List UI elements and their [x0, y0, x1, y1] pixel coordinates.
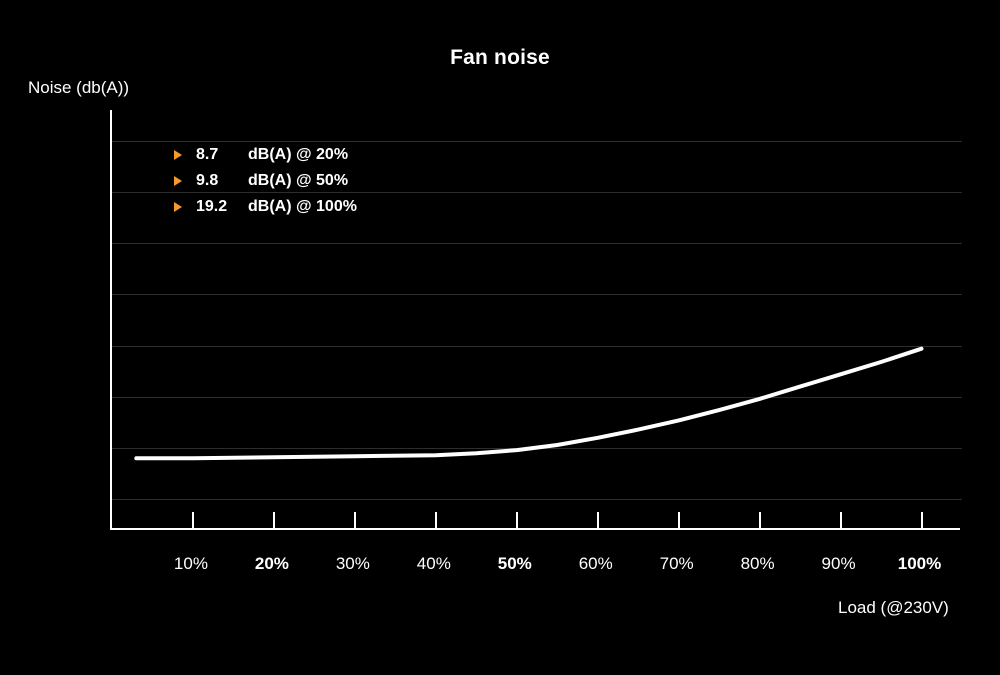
- x-tick-label: 10%: [174, 554, 208, 574]
- x-tick-label: 80%: [741, 554, 775, 574]
- legend-value: 9.8: [196, 172, 238, 190]
- legend: 8.7 dB(A) @ 20% 9.8 dB(A) @ 50% 19.2 dB(A) @ …: [174, 146, 357, 224]
- x-tick-label: 70%: [660, 554, 694, 574]
- legend-value: 19.2: [196, 198, 238, 216]
- chart-container: { "chart": { "type": "line", "title": "F…: [0, 0, 1000, 675]
- x-tick-label: 50%: [498, 554, 532, 574]
- legend-value: 8.7: [196, 146, 238, 164]
- legend-label: dB(A) @ 50%: [248, 172, 348, 190]
- x-tick-label: 60%: [579, 554, 613, 574]
- triangle-right-icon: [174, 202, 182, 212]
- legend-label: dB(A) @ 100%: [248, 198, 357, 216]
- x-tick-label: 20%: [255, 554, 289, 574]
- plot-area: 8.7 dB(A) @ 20% 9.8 dB(A) @ 50% 19.2 dB(A) @ …: [110, 110, 960, 530]
- x-tick-label: 90%: [822, 554, 856, 574]
- x-axis-title: Load (@230V): [838, 598, 949, 618]
- triangle-right-icon: [174, 176, 182, 186]
- x-tick-label: 100%: [898, 554, 941, 574]
- legend-item: 8.7 dB(A) @ 20%: [174, 146, 357, 164]
- x-tick-label: 30%: [336, 554, 370, 574]
- chart-title: Fan noise: [0, 46, 1000, 70]
- legend-item: 9.8 dB(A) @ 50%: [174, 172, 357, 190]
- triangle-right-icon: [174, 150, 182, 160]
- legend-item: 19.2 dB(A) @ 100%: [174, 198, 357, 216]
- y-axis-title: Noise (db(A)): [28, 78, 129, 98]
- x-tick-label: 40%: [417, 554, 451, 574]
- legend-label: dB(A) @ 20%: [248, 146, 348, 164]
- noise-line: [136, 349, 921, 459]
